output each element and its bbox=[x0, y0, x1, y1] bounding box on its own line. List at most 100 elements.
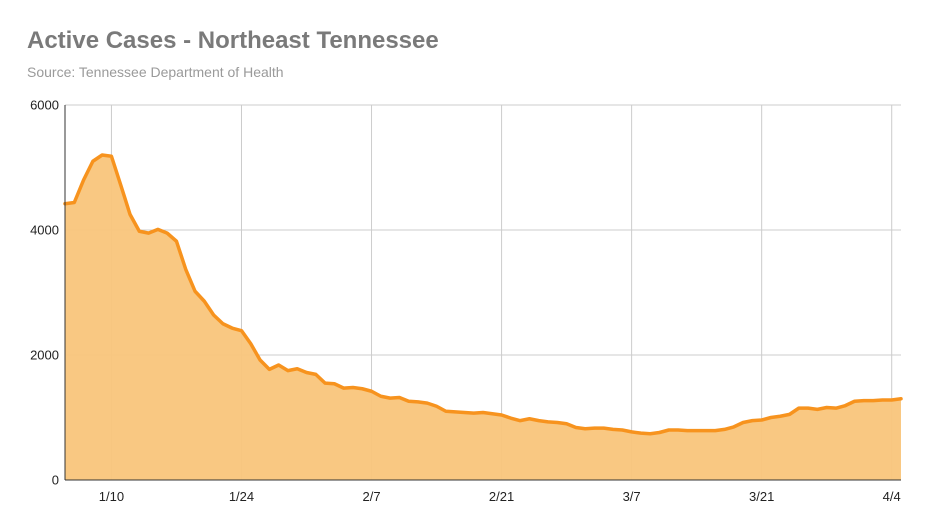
data-point bbox=[221, 322, 224, 325]
area-fill bbox=[65, 155, 901, 480]
data-point bbox=[509, 417, 512, 420]
data-point bbox=[593, 427, 596, 430]
data-point bbox=[435, 405, 438, 408]
data-point bbox=[807, 407, 810, 410]
data-point bbox=[621, 429, 624, 432]
data-point bbox=[779, 415, 782, 418]
data-point bbox=[574, 426, 577, 429]
x-tick-label: 1/10 bbox=[99, 489, 124, 504]
data-point bbox=[240, 329, 243, 332]
data-point bbox=[769, 416, 772, 419]
data-point bbox=[482, 411, 485, 414]
data-point bbox=[704, 429, 707, 432]
data-point bbox=[361, 387, 364, 390]
y-tick-label: 0 bbox=[52, 473, 59, 488]
data-point bbox=[277, 364, 280, 367]
data-point bbox=[881, 399, 884, 402]
data-point bbox=[844, 404, 847, 407]
data-point bbox=[101, 154, 104, 157]
data-point bbox=[305, 371, 308, 374]
series-line bbox=[63, 153, 903, 436]
data-point bbox=[259, 359, 262, 362]
data-point bbox=[268, 368, 271, 371]
y-tick-label: 4000 bbox=[30, 223, 59, 238]
data-point bbox=[612, 428, 615, 431]
data-point bbox=[212, 314, 215, 317]
data-point bbox=[194, 290, 197, 293]
data-point bbox=[156, 228, 159, 231]
data-point bbox=[398, 396, 401, 399]
data-point bbox=[444, 410, 447, 413]
data-point bbox=[872, 399, 875, 402]
data-point bbox=[816, 408, 819, 411]
data-point bbox=[296, 367, 299, 370]
data-point bbox=[286, 369, 289, 372]
data-point bbox=[454, 410, 457, 413]
data-point bbox=[900, 397, 903, 400]
data-point bbox=[686, 429, 689, 432]
data-point bbox=[500, 414, 503, 417]
data-point bbox=[742, 421, 745, 424]
data-point bbox=[370, 390, 373, 393]
data-point bbox=[547, 420, 550, 423]
data-point bbox=[760, 419, 763, 422]
data-point bbox=[231, 327, 234, 330]
data-point bbox=[463, 411, 466, 414]
data-point bbox=[324, 382, 327, 385]
data-point bbox=[751, 419, 754, 422]
data-point bbox=[602, 427, 605, 430]
x-tick-label: 3/7 bbox=[623, 489, 641, 504]
data-point bbox=[249, 342, 252, 345]
data-point bbox=[389, 397, 392, 400]
data-point bbox=[416, 400, 419, 403]
data-point bbox=[73, 201, 76, 204]
data-point bbox=[862, 399, 865, 402]
data-point bbox=[129, 213, 132, 216]
data-point bbox=[519, 419, 522, 422]
data-point bbox=[584, 427, 587, 430]
data-point bbox=[658, 431, 661, 434]
data-point bbox=[723, 428, 726, 431]
data-point bbox=[166, 232, 169, 235]
chart-subtitle: Source: Tennessee Department of Health bbox=[27, 64, 284, 80]
data-point bbox=[537, 419, 540, 422]
data-point bbox=[528, 417, 531, 420]
data-point bbox=[834, 407, 837, 410]
data-point bbox=[184, 268, 187, 271]
data-point bbox=[119, 184, 122, 187]
data-point bbox=[342, 387, 345, 390]
x-tick-label: 4/4 bbox=[883, 489, 901, 504]
data-point bbox=[426, 402, 429, 405]
data-point bbox=[556, 421, 559, 424]
data-point bbox=[797, 407, 800, 410]
data-point bbox=[732, 425, 735, 428]
data-point bbox=[110, 155, 113, 158]
data-point bbox=[472, 412, 475, 415]
data-point bbox=[565, 422, 568, 425]
data-point bbox=[825, 406, 828, 409]
data-point bbox=[695, 429, 698, 432]
y-tick-label: 6000 bbox=[30, 98, 59, 113]
data-point bbox=[630, 430, 633, 433]
data-point bbox=[333, 382, 336, 385]
chart-title: Active Cases - Northeast Tennessee bbox=[27, 27, 439, 54]
data-point bbox=[639, 432, 642, 435]
data-point bbox=[175, 240, 178, 243]
data-point bbox=[203, 300, 206, 303]
x-tick-label: 2/21 bbox=[489, 489, 514, 504]
data-point bbox=[890, 399, 893, 402]
data-point bbox=[677, 429, 680, 432]
x-tick-label: 3/21 bbox=[749, 489, 774, 504]
data-point bbox=[351, 386, 354, 389]
x-tick-label: 2/7 bbox=[362, 489, 380, 504]
data-point bbox=[714, 429, 717, 432]
data-point bbox=[91, 160, 94, 163]
data-point bbox=[314, 373, 317, 376]
data-point bbox=[379, 395, 382, 398]
data-point bbox=[649, 432, 652, 435]
data-point bbox=[82, 179, 85, 182]
data-point bbox=[853, 400, 856, 403]
data-point bbox=[491, 412, 494, 415]
data-point bbox=[138, 230, 141, 233]
